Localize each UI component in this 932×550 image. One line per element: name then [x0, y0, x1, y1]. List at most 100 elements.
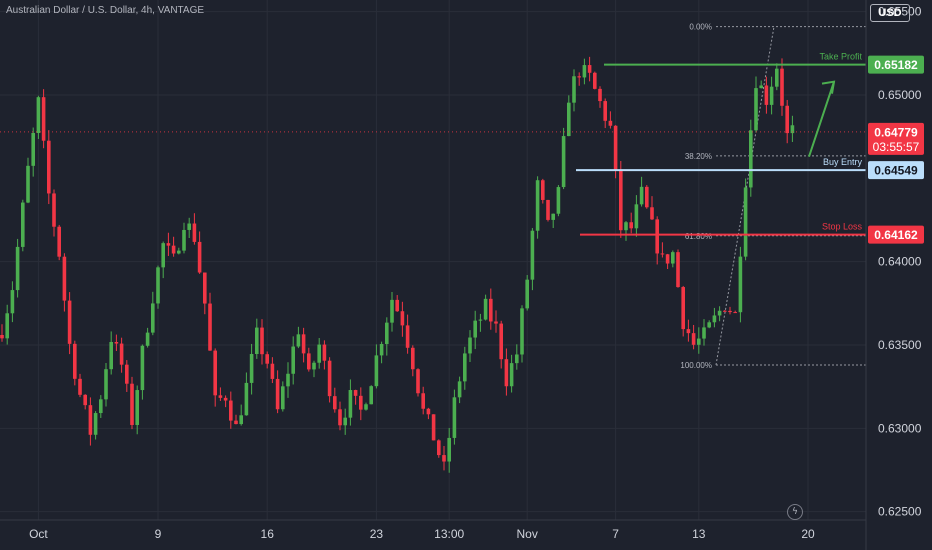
candle-body — [619, 170, 623, 231]
time-tick-label: 9 — [155, 527, 162, 541]
candle-body — [509, 363, 514, 387]
candle-body — [655, 219, 659, 254]
candle-body — [561, 136, 566, 188]
candle-body — [738, 256, 743, 313]
candle-body — [473, 320, 477, 338]
price-tick-label: 0.63000 — [878, 421, 922, 435]
candle-body — [156, 267, 160, 304]
candle-body — [21, 202, 25, 247]
candle-body — [790, 125, 795, 134]
candle-body — [639, 186, 644, 205]
candle-body — [99, 399, 103, 414]
candle-body — [681, 287, 685, 330]
candle-body — [125, 364, 129, 384]
fibonacci-retracement[interactable]: 0.00% 38.20% 61.80% 100.00% — [680, 23, 866, 370]
candle-body — [785, 105, 789, 134]
candle-body — [437, 440, 441, 456]
candle-body — [634, 204, 639, 229]
candle-body — [468, 337, 472, 354]
candle-body — [390, 299, 394, 323]
candle-body — [353, 390, 358, 396]
flash-icon[interactable]: ϟ — [787, 504, 803, 520]
candle-body — [15, 246, 20, 291]
candle-body — [515, 354, 519, 364]
candle-body — [145, 332, 150, 346]
price-axis[interactable]: 0.65500 0.65000 0.64000 0.63500 0.63000 0.625… — [878, 5, 922, 519]
fib-trend-line — [715, 26, 775, 366]
candle-body — [374, 355, 379, 387]
candle-body — [93, 413, 98, 435]
candle-body — [166, 243, 171, 246]
fib-level-label: 61.80% — [685, 232, 712, 241]
last-price-tag: 0.64779 — [874, 125, 918, 139]
candle-body — [577, 76, 581, 78]
countdown-tag: 03:55:57 — [873, 140, 920, 154]
candle-body — [312, 362, 316, 370]
candle-body — [291, 346, 295, 374]
candle-body — [218, 395, 223, 398]
candle-body — [494, 321, 498, 324]
candle-body — [525, 279, 529, 309]
currency-button[interactable]: USD — [870, 4, 910, 22]
time-tick-label: 16 — [261, 527, 275, 541]
candle-body — [197, 241, 202, 273]
candle-body — [546, 199, 550, 220]
candle-body — [754, 88, 758, 131]
fib-level-label: 38.20% — [685, 152, 712, 161]
stop-loss-tag-bg — [868, 225, 924, 244]
candle-body — [104, 369, 108, 400]
price-tick-label: 0.63500 — [878, 338, 922, 352]
take-profit-tag-bg — [868, 55, 924, 74]
candle-body — [369, 386, 373, 405]
candle-body — [567, 102, 571, 137]
time-tick-label: 13:00 — [434, 527, 464, 541]
candle-body — [379, 343, 384, 356]
symbol-title: Australian Dollar / U.S. Dollar, 4h, VAN… — [6, 5, 205, 16]
time-axis[interactable]: Oct 9 16 23 13:00 Nov 7 13 20 — [29, 527, 815, 541]
candle-body — [36, 97, 41, 133]
candle-body — [317, 344, 321, 363]
candle-body — [624, 222, 628, 231]
price-tick-label: 0.65500 — [878, 5, 922, 19]
candle-body — [645, 186, 649, 208]
candle-body — [88, 405, 93, 435]
candle-body — [660, 253, 665, 255]
candle-body — [31, 132, 35, 166]
candle-body — [416, 369, 420, 394]
candle-body — [535, 180, 540, 231]
candle-body — [582, 65, 587, 78]
time-tick-label: Oct — [29, 527, 48, 541]
stop-loss-tag: 0.64162 — [874, 228, 918, 242]
candle-body — [57, 226, 61, 257]
candle-body — [10, 290, 15, 314]
candle-body — [457, 381, 462, 398]
buy-entry-label: Buy Entry — [823, 157, 863, 167]
candle-body — [151, 303, 155, 333]
candle-body — [608, 120, 613, 126]
candle-body — [307, 353, 311, 370]
time-tick-label: 13 — [692, 527, 706, 541]
candle-body — [322, 344, 327, 361]
price-levels[interactable]: Take Profit Buy Entry Stop Loss — [0, 52, 866, 236]
candle-body — [177, 250, 181, 254]
arrow-head — [821, 80, 836, 94]
candle-body — [327, 360, 332, 397]
candle-body — [26, 165, 30, 203]
stop-loss-label: Stop Loss — [822, 222, 863, 232]
candle-body — [296, 334, 301, 347]
candle-body — [405, 325, 410, 348]
candle-body — [41, 97, 46, 141]
candle-body — [629, 222, 633, 229]
candle-body — [182, 229, 186, 251]
candle-body — [665, 254, 670, 264]
buy-entry-tag-bg — [868, 161, 924, 180]
candle-body — [723, 310, 727, 312]
candle-body — [286, 373, 290, 387]
candle-body — [769, 86, 774, 105]
price-tick-label: 0.62500 — [878, 505, 922, 519]
time-tick-label: 20 — [801, 527, 815, 541]
candle-body — [572, 76, 576, 103]
candle-body — [400, 311, 405, 326]
